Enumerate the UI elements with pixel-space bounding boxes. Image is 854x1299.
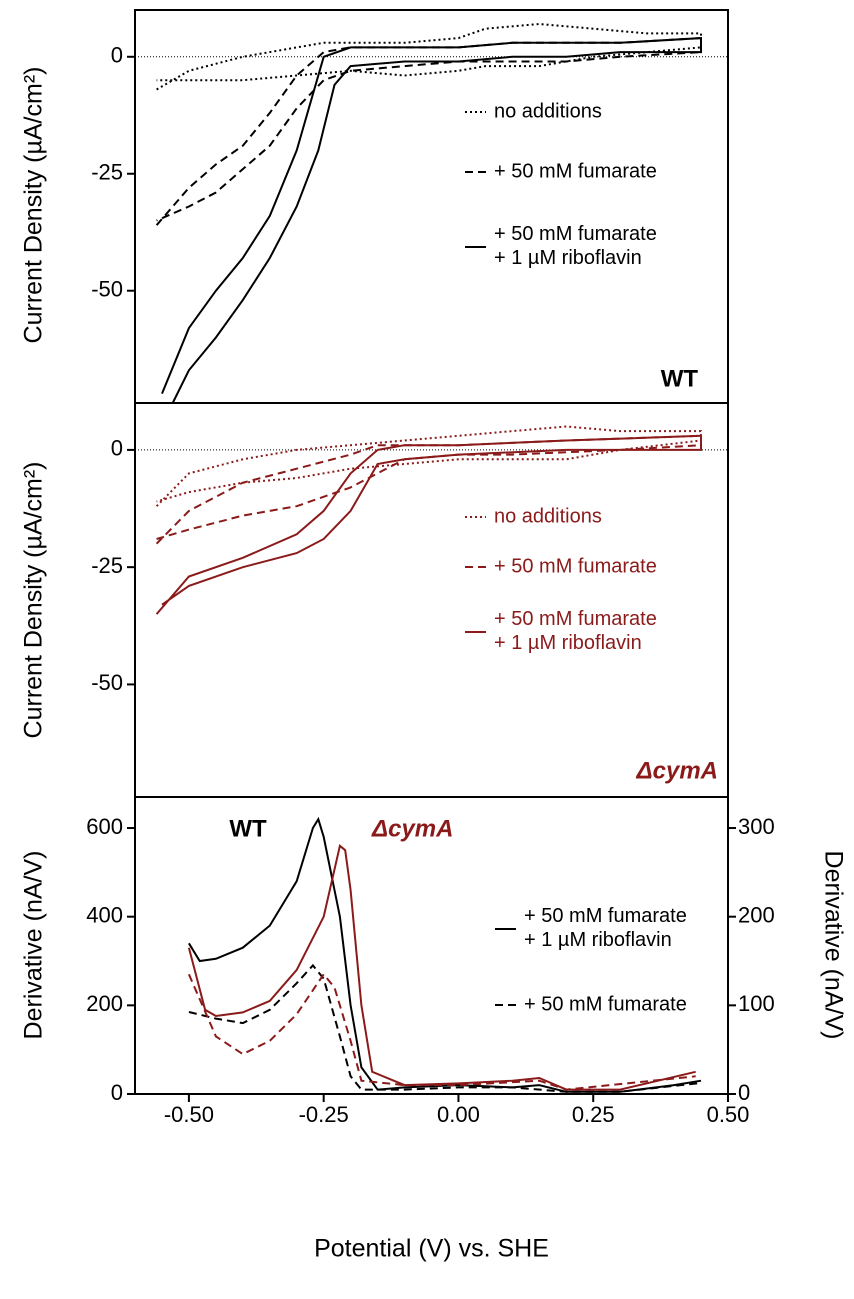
legend-label: no additions [494, 100, 602, 122]
y-tick-label: -50 [91, 277, 123, 302]
y2-tick-label: 0 [738, 1080, 750, 1105]
y-tick-label: 600 [86, 814, 123, 839]
y-tick-label: -25 [91, 553, 123, 578]
legend-label: + 50 mM fumarate [494, 555, 657, 577]
data-line [161, 37, 702, 404]
data-line [155, 434, 702, 545]
plot-frame [134, 796, 729, 1095]
y-tick-label: 0 [111, 1080, 123, 1105]
annotation: WT [661, 365, 699, 392]
data-line [188, 963, 702, 1093]
y-tick-label: -50 [91, 670, 123, 695]
plot-frame [134, 9, 729, 404]
legend-label: + 50 mM fumarate [524, 993, 687, 1015]
x-tick-label: 0.25 [572, 1102, 615, 1127]
annotation: ΔcymA [636, 757, 718, 784]
x-tick-label: -0.50 [164, 1102, 214, 1127]
x-tick-label: 0.50 [707, 1102, 750, 1127]
legend-label: + 50 mM fumarate + 1 µM riboflavin [494, 608, 657, 654]
y-tick-label: 0 [111, 43, 123, 68]
data-line [187, 972, 696, 1091]
data-line [155, 434, 702, 615]
legend-label: no additions [494, 505, 602, 527]
y2-tick-label: 200 [738, 902, 775, 927]
y2-tick-label: 300 [738, 814, 775, 839]
legend-label: + 50 mM fumarate [494, 160, 657, 182]
y2-tick-label: 100 [738, 991, 775, 1016]
y-axis-label: Current Density (µA/cm²) [20, 67, 48, 344]
y-axis-label: Current Density (µA/cm²) [20, 462, 48, 739]
y2-axis-label: Derivative (nA/V) [819, 851, 847, 1040]
y-tick-label: -25 [91, 160, 123, 185]
x-axis-label: Potential (V) vs. SHE [314, 1235, 549, 1263]
plot-frame [134, 402, 729, 798]
annotation: ΔcymA [371, 815, 453, 842]
y-tick-label: 200 [86, 991, 123, 1016]
legend-label: + 50 mM fumarate + 1 µM riboflavin [524, 905, 687, 951]
data-line [156, 22, 702, 91]
legend-label: + 50 mM fumarate + 1 µM riboflavin [494, 223, 657, 269]
data-line [187, 843, 696, 1091]
data-line [155, 37, 702, 226]
x-tick-label: 0.00 [437, 1102, 480, 1127]
y-axis-label: Derivative (nA/V) [20, 851, 48, 1040]
y-tick-label: 0 [111, 436, 123, 461]
data-line [188, 816, 702, 1093]
y-tick-label: 400 [86, 902, 123, 927]
annotation: WT [229, 815, 267, 842]
x-tick-label: -0.25 [299, 1102, 349, 1127]
